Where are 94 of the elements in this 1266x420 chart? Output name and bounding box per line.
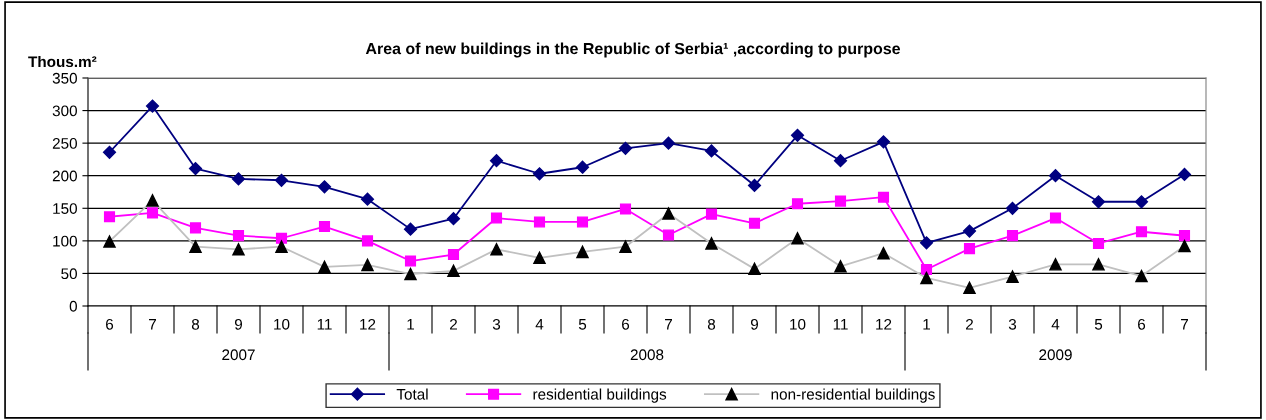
x-tick-label: 5 — [1094, 319, 1103, 330]
y-tick-label: 250 — [52, 138, 77, 149]
point — [275, 232, 288, 244]
x-tick-label: 4 — [1051, 319, 1060, 330]
point — [404, 255, 417, 267]
point — [919, 236, 934, 250]
x-tick-label: 10 — [274, 318, 290, 330]
y-tick-label: 150 — [53, 203, 77, 214]
point — [1135, 226, 1148, 238]
legend-label: residential buildings — [533, 388, 667, 403]
x-tick-label: 7 — [149, 319, 156, 330]
point — [661, 136, 676, 150]
point — [446, 212, 461, 226]
x-tick-label: 6 — [622, 318, 630, 330]
x-tick-label: 1 — [923, 319, 930, 330]
point — [1092, 237, 1105, 250]
point — [1134, 195, 1149, 209]
y-tick-label: 300 — [52, 105, 77, 117]
x-tick-label: 8 — [707, 318, 716, 330]
point — [618, 141, 633, 155]
x-tick-label: 6 — [106, 318, 114, 330]
text: 2009 — [1039, 349, 1072, 361]
point — [1178, 230, 1191, 242]
point — [834, 195, 847, 207]
x-tick-label: 3 — [1008, 318, 1017, 330]
point — [490, 212, 503, 224]
point — [318, 220, 331, 233]
point — [662, 229, 675, 241]
point — [920, 263, 933, 276]
legend-label: non-residential buildings — [771, 388, 935, 403]
point — [146, 207, 159, 219]
point — [619, 203, 632, 215]
point — [532, 167, 547, 181]
point — [1048, 169, 1063, 183]
point — [791, 198, 804, 210]
point — [274, 173, 289, 187]
x-tick-label: 12 — [360, 318, 376, 330]
y-tick-label: 200 — [52, 170, 77, 182]
point — [188, 161, 203, 176]
point — [877, 191, 890, 203]
text: 2007 — [222, 349, 255, 361]
point — [232, 230, 245, 242]
point — [231, 172, 246, 186]
point — [317, 180, 332, 194]
point — [576, 216, 589, 228]
point — [1091, 195, 1106, 209]
point — [575, 160, 590, 174]
x-tick-label: 1 — [407, 319, 414, 330]
x-tick-label: 3 — [492, 318, 501, 330]
legend-label: Total — [396, 388, 428, 400]
y-tick-label: 350 — [52, 72, 77, 84]
x-tick-label: 11 — [317, 319, 332, 330]
point — [963, 243, 976, 255]
point — [1006, 230, 1019, 242]
point — [962, 224, 977, 238]
chart-title: Area of new buildings in the Republic of Serbia¹ ,according to purpose — [365, 42, 901, 58]
text: 2008 — [630, 349, 664, 361]
x-tick-label: 11 — [833, 319, 848, 330]
x-tick-label: 9 — [750, 318, 759, 330]
point — [360, 192, 375, 206]
point — [747, 178, 762, 193]
point — [361, 235, 374, 247]
point — [102, 145, 117, 159]
point — [705, 208, 718, 220]
point — [876, 135, 891, 149]
point — [103, 211, 116, 223]
y-tick-label: 0 — [69, 300, 77, 312]
point — [489, 154, 504, 168]
x-tick-label: 6 — [1138, 318, 1146, 330]
x-tick-label: 5 — [578, 319, 587, 330]
x-tick-label: 12 — [876, 318, 892, 330]
point — [833, 154, 848, 168]
point — [790, 128, 805, 142]
x-tick-label: 7 — [665, 319, 672, 330]
y-axis-title: Thous.m² — [28, 55, 97, 68]
point — [403, 222, 418, 236]
point — [1005, 201, 1020, 215]
y-tick-label: 100 — [53, 235, 77, 247]
point — [1049, 212, 1062, 224]
x-tick-label: 7 — [1181, 319, 1188, 330]
x-tick-label: 2 — [450, 318, 457, 330]
point — [145, 99, 160, 113]
x-tick-label: 8 — [191, 318, 200, 330]
point — [748, 217, 761, 229]
x-tick-label: 9 — [234, 318, 243, 330]
point — [447, 248, 460, 261]
point — [1177, 167, 1192, 181]
x-tick-label: 10 — [790, 318, 806, 330]
point — [189, 222, 202, 234]
point — [704, 144, 719, 158]
x-tick-label: 4 — [535, 319, 544, 330]
point — [533, 216, 546, 228]
y-tick-label: 50 — [61, 268, 77, 280]
x-tick-label: 2 — [966, 318, 973, 330]
